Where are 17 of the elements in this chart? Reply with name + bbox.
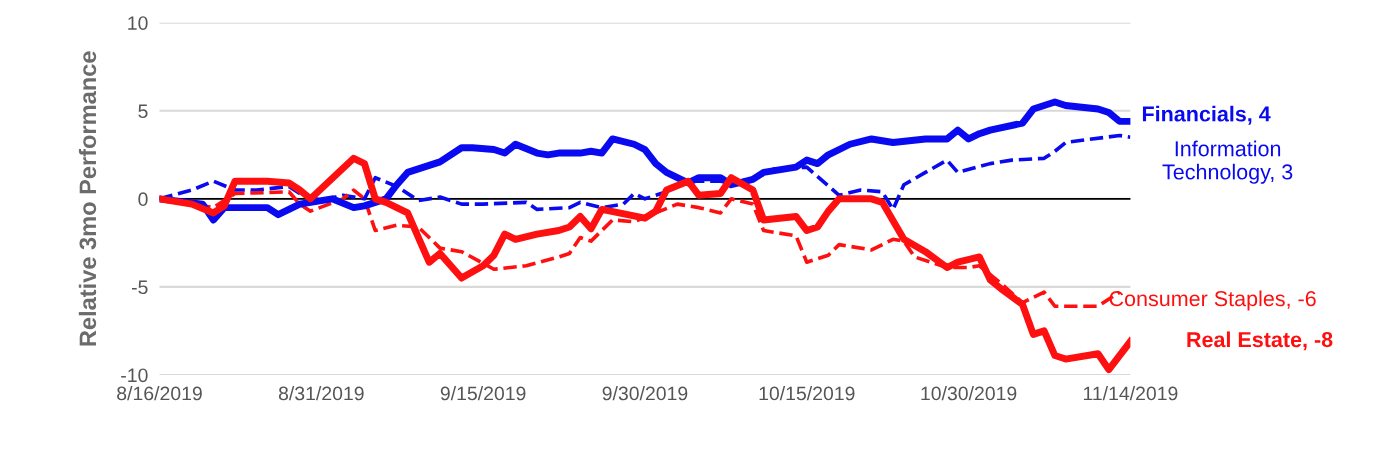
x-tick-label: 8/16/2019 [117, 386, 202, 401]
series-label: Consumer Staples, -6 [1109, 290, 1316, 311]
y-tick-label: -5 [131, 280, 148, 295]
text: Real Estate, -8 [1187, 331, 1333, 351]
x-tick-label: 10/30/2019 [921, 386, 1017, 401]
x-tick-label: 9/30/2019 [602, 386, 688, 401]
series-label: Information Technology, 3 [1162, 140, 1293, 184]
y-tick-label: 5 [138, 104, 148, 119]
y-tick-label: 0 [138, 192, 148, 207]
x-tick-label: 11/14/2019 [1083, 386, 1178, 401]
x-tick-label: 8/31/2019 [278, 386, 364, 401]
series-label: Financials, 4 [1142, 105, 1271, 125]
y-tick-label: -10 [121, 368, 148, 383]
y-axis-title: Relative 3mo Performance [78, 51, 97, 346]
x-tick-label: 9/15/2019 [440, 386, 526, 401]
x-tick-label: 10/15/2019 [759, 386, 855, 401]
y-tick-label: 10 [128, 16, 148, 30]
